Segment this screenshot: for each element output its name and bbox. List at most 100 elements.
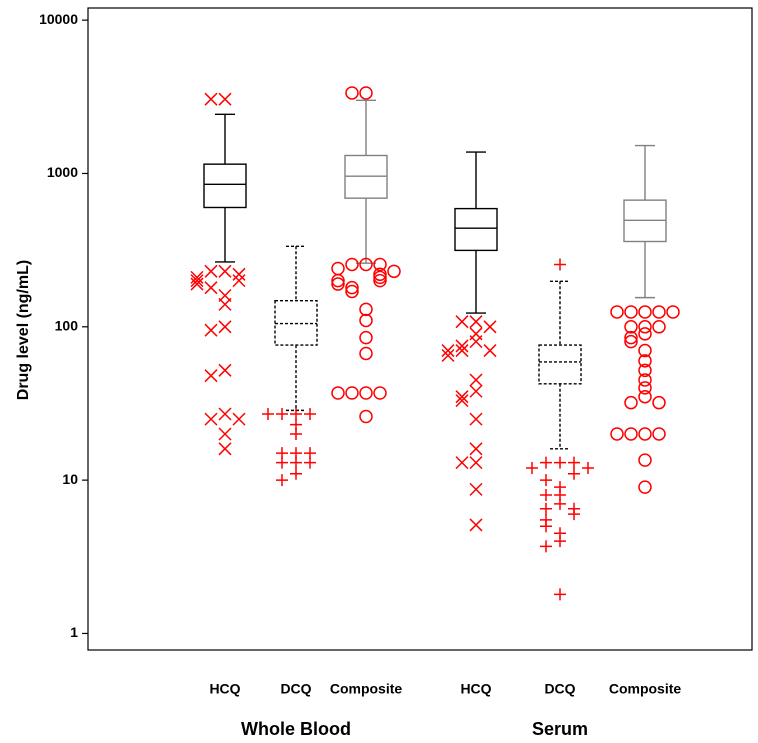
outlier <box>345 284 359 299</box>
outlier <box>582 461 594 474</box>
y-tick-label: 100 <box>55 318 79 334</box>
outlier <box>455 344 469 358</box>
outlier <box>554 258 566 271</box>
outlier <box>345 257 359 272</box>
outlier <box>568 467 580 480</box>
outlier <box>638 354 652 368</box>
outlier <box>469 315 483 329</box>
outlier <box>345 386 359 400</box>
outlier <box>232 274 246 288</box>
outlier <box>624 427 638 441</box>
outlier <box>359 409 373 424</box>
outlier <box>469 456 483 470</box>
outlier <box>469 373 483 387</box>
outlier <box>540 520 552 533</box>
outlier <box>190 270 204 284</box>
outlier <box>218 427 232 441</box>
outlier <box>469 335 483 349</box>
outlier <box>218 264 232 278</box>
y-tick-label: 10000 <box>39 11 78 27</box>
outlier <box>652 395 666 410</box>
outlier <box>568 508 580 521</box>
outlier <box>441 348 455 363</box>
outlier <box>455 390 469 404</box>
outlier <box>218 363 232 377</box>
outlier <box>276 407 288 420</box>
outlier <box>373 267 387 282</box>
outlier <box>638 327 652 341</box>
category-label: Composite <box>330 681 403 697</box>
outlier <box>331 277 345 291</box>
outlier <box>624 305 638 319</box>
outlier <box>204 412 218 426</box>
outlier <box>638 427 652 441</box>
outlier <box>469 518 483 532</box>
category-label: HCQ <box>209 681 240 697</box>
outlier <box>483 344 497 358</box>
outlier <box>359 330 373 345</box>
outlier <box>290 407 302 420</box>
outlier <box>554 588 566 601</box>
outlier <box>232 267 246 281</box>
outlier <box>469 482 483 496</box>
outlier <box>638 363 652 378</box>
outlier <box>540 502 552 515</box>
outlier <box>359 86 373 100</box>
outlier <box>190 274 204 288</box>
outlier <box>387 264 401 279</box>
outlier <box>455 315 469 329</box>
outlier <box>218 92 232 106</box>
outlier <box>469 442 483 456</box>
outlier <box>624 395 638 410</box>
outlier <box>455 394 469 408</box>
y-tick-label: 10 <box>62 471 78 487</box>
y-axis-label: Drug level (ng/mL) <box>15 260 32 400</box>
group-label: Whole Blood <box>241 719 351 739</box>
outlier <box>624 330 638 345</box>
outlier <box>638 381 652 395</box>
outlier <box>652 427 666 441</box>
outlier <box>554 456 566 469</box>
outlier <box>666 305 680 319</box>
outlier <box>204 92 218 106</box>
outlier <box>624 334 638 349</box>
outlier <box>554 535 566 548</box>
outlier <box>373 257 387 272</box>
outlier <box>610 427 624 441</box>
outlier <box>373 386 387 400</box>
outlier <box>276 456 288 469</box>
outlier <box>204 281 218 295</box>
outlier <box>469 384 483 398</box>
outlier <box>290 456 302 469</box>
outlier <box>540 474 552 487</box>
outlier <box>526 461 538 474</box>
category-label: DCQ <box>280 681 311 697</box>
outlier <box>359 346 373 361</box>
category-label: DCQ <box>544 681 575 697</box>
plot-frame <box>87 7 753 651</box>
outlier <box>276 474 288 487</box>
outlier <box>304 407 316 420</box>
group-label: Serum <box>532 719 588 739</box>
outlier <box>218 297 232 311</box>
outlier <box>652 305 666 319</box>
box <box>538 344 582 385</box>
outlier <box>455 339 469 353</box>
outlier <box>359 386 373 400</box>
outlier <box>218 320 232 334</box>
box <box>203 163 247 209</box>
outlier <box>652 320 666 334</box>
outlier <box>359 313 373 328</box>
outlier <box>345 280 359 295</box>
outlier <box>331 386 345 400</box>
outlier <box>232 412 246 426</box>
outlier <box>469 412 483 426</box>
outlier <box>610 305 624 319</box>
outlier <box>218 442 232 456</box>
outlier <box>540 540 552 553</box>
category-label: HCQ <box>460 681 491 697</box>
outlier <box>638 305 652 319</box>
y-tick-label: 1000 <box>47 164 78 180</box>
outlier <box>290 427 302 440</box>
